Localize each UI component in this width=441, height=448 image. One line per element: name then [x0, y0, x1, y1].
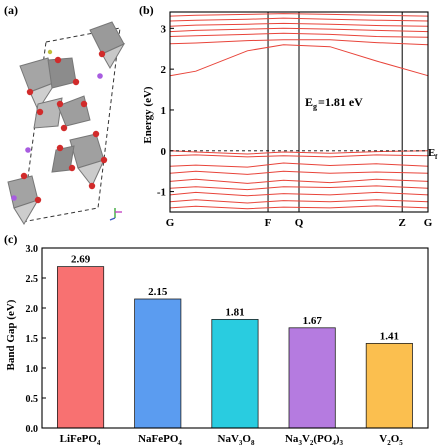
band-line: [169, 150, 429, 155]
band-line: [169, 185, 429, 191]
band-line: [169, 27, 429, 33]
kpath-label: F: [265, 217, 272, 229]
bar: [211, 318, 259, 429]
band-y-tick-label: 1: [161, 105, 167, 117]
band-line: [169, 39, 429, 46]
band-gap-bar-chart: Band Gap (eV) 0.0 0.5 1.0 1.5 2.0 2.5 3.0 2.69…: [5, 244, 429, 447]
bar-category-label: V2O5: [379, 433, 403, 447]
band-line: [169, 191, 429, 197]
band-line: [169, 17, 429, 22]
bar-y-tick-label: 0.5: [26, 394, 39, 405]
bar-value-label: 2.15: [148, 286, 168, 298]
band-line: [169, 154, 429, 158]
band-line: [169, 22, 429, 27]
bar-y-axis-label: Band Gap (eV): [5, 299, 17, 370]
bar-y-tick-label: 2.0: [26, 304, 39, 315]
fermi-label: E f: [428, 147, 438, 161]
bar-y-tick-label: 1.5: [26, 334, 39, 345]
svg-text:=1.81 eV: =1.81 eV: [318, 95, 363, 109]
band-y-tick-label: 2: [161, 64, 167, 76]
panel-label-a: (a): [4, 3, 18, 17]
bar-category-label: NaV3O8: [218, 433, 255, 447]
kpath-label: Z: [399, 217, 406, 229]
bar: [365, 342, 413, 429]
kpath-label: G: [424, 217, 433, 229]
bar-category-labels: LiFePO4 NaFePO4 NaV3O8 Na3V2(PO4)3 V2O5: [60, 433, 404, 447]
band-plot-frame: [169, 11, 429, 213]
bar-y-tick-label: 0.0: [26, 424, 39, 435]
bar-value-label: 1.41: [380, 330, 399, 342]
bar: [288, 327, 336, 429]
band-line: [169, 32, 429, 38]
band-gap-annotation: E g =1.81 eV: [305, 95, 363, 111]
bar-category-label: LiFePO4: [60, 433, 101, 447]
panel-label-c: (c): [4, 232, 17, 246]
svg-text:f: f: [435, 153, 438, 161]
bar-y-tick-label: 1.0: [26, 364, 39, 375]
svg-text:g: g: [313, 102, 317, 111]
bar-y-tick-label: 2.5: [26, 274, 39, 285]
bar-category-label: Na3V2(PO4)3: [285, 433, 344, 447]
bar: [57, 266, 105, 429]
bar: [134, 298, 182, 429]
bar-y-tick-label: 3.0: [26, 244, 39, 255]
band-line: [169, 13, 429, 17]
bar-plot-frame: [41, 247, 429, 429]
svg-text:E: E: [305, 95, 313, 109]
crystal-structure-illustration: [7, 21, 126, 225]
band-line: [169, 178, 429, 184]
band-structure-chart: Energy (eV) -1 0 1 2 3 G F Q Z G E g =1.81 eV E …: [142, 11, 438, 229]
band-line: [169, 205, 429, 210]
panel-label-b: (b): [139, 3, 154, 17]
kpath-label: Q: [295, 217, 304, 229]
band-line: [169, 44, 429, 77]
band-y-axis-label: Energy (eV): [142, 86, 154, 143]
bar-value-label: 1.67: [303, 315, 323, 327]
band-line: [169, 199, 429, 204]
svg-text:E: E: [428, 147, 435, 159]
band-y-tick-label: -1: [157, 187, 166, 199]
band-line: [169, 162, 429, 168]
band-line: [169, 170, 429, 175]
bar-value-label: 2.69: [71, 254, 91, 266]
bar-value-label: 1.81: [225, 306, 244, 318]
bar-category-label: NaFePO4: [138, 433, 182, 447]
kpath-label: G: [166, 217, 175, 229]
band-y-tick-label: 0: [161, 146, 167, 158]
band-y-tick-label: 3: [161, 23, 167, 35]
